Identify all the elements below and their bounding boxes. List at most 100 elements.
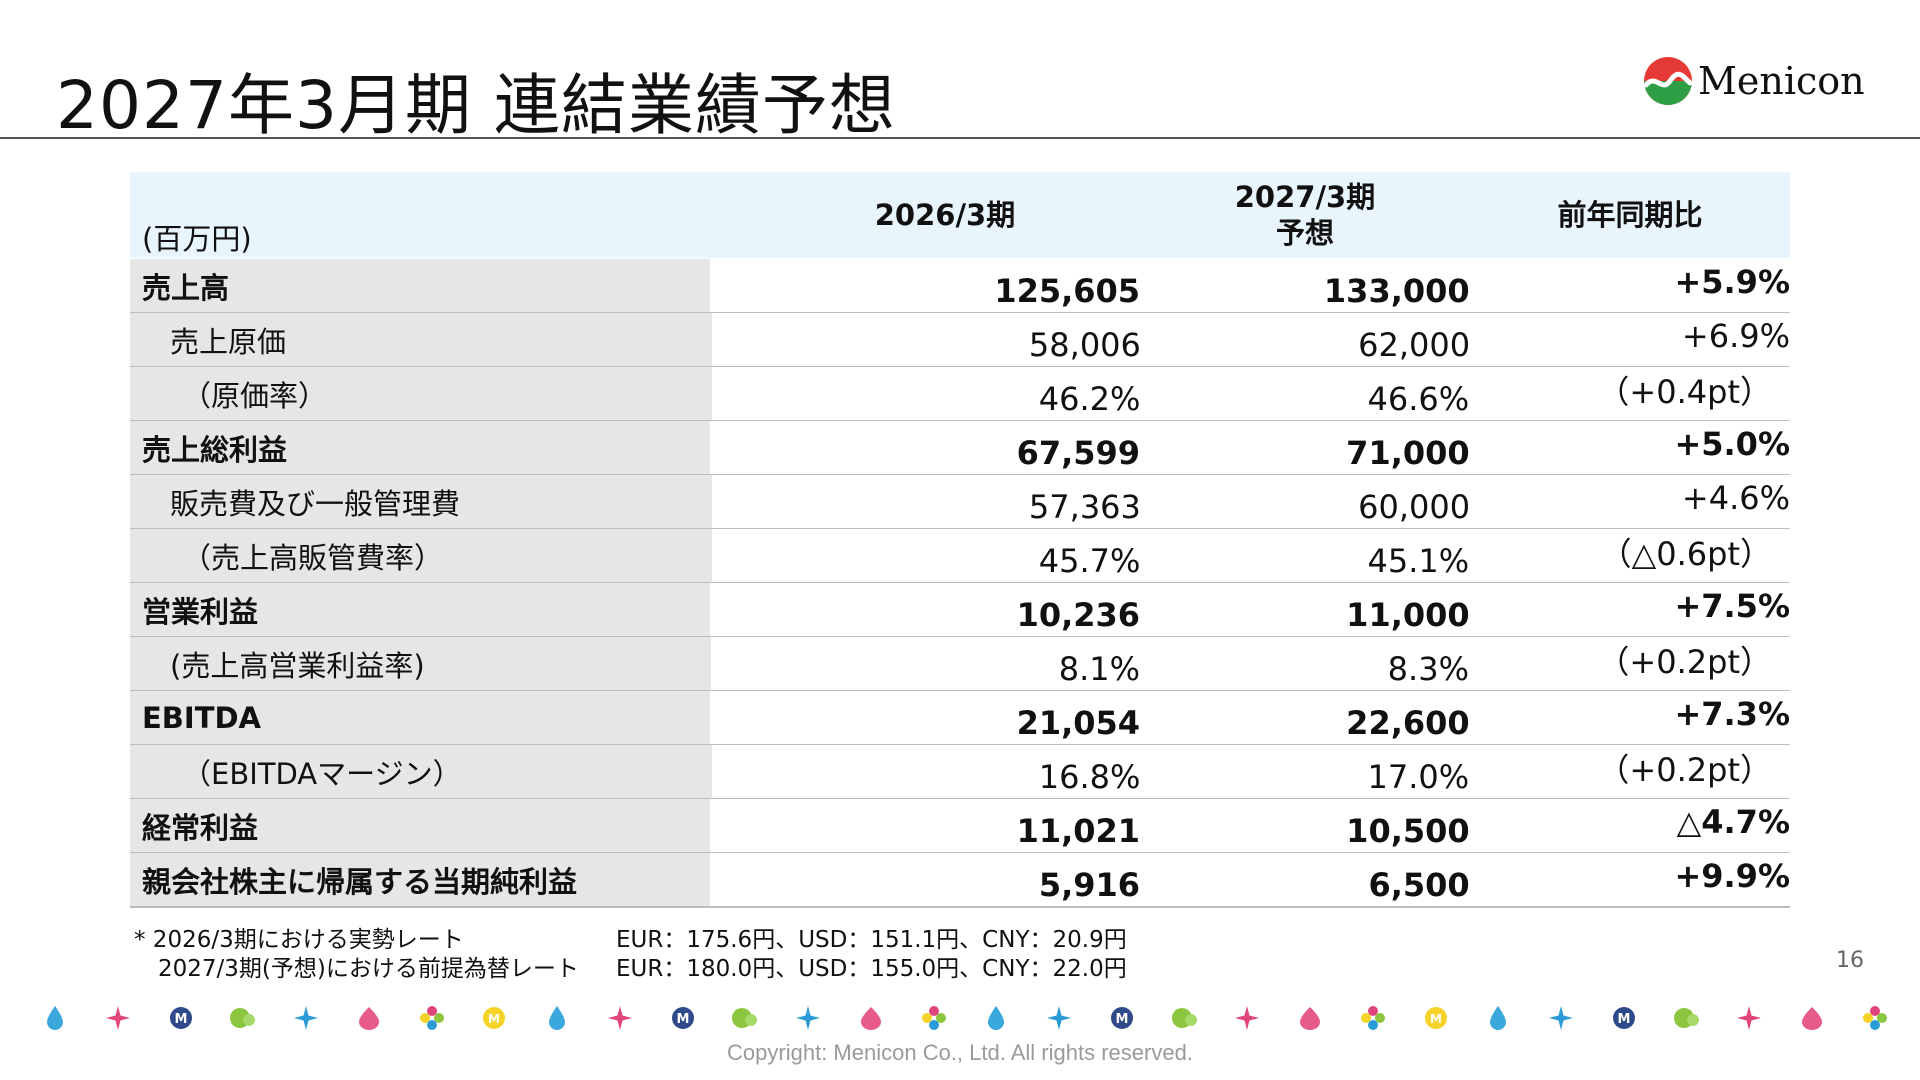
table-row: （売上高販管費率） 45.7% 45.1% （△0.6pt） (130, 529, 1790, 583)
row-label: 親会社株主に帰属する当期純利益 (130, 853, 711, 906)
leaf-icon (1170, 1003, 1200, 1033)
row-label: 売上原価 (130, 313, 712, 366)
cell-yoy: +9.9% (1674, 856, 1790, 895)
svg-text:M: M (1115, 1012, 1128, 1027)
m-badge-icon: M (1107, 1003, 1137, 1033)
cell-yoy: +5.0% (1674, 424, 1790, 463)
cell-fy2027: 45.1% (1367, 542, 1470, 580)
cell-yoy: △4.7% (1676, 802, 1790, 841)
leaf-icon (228, 1003, 258, 1033)
cell-fy2026: 10,236 (1016, 596, 1141, 634)
header-fy2027-line2: 予想 (1275, 216, 1334, 250)
sparkle-icon (605, 1003, 635, 1033)
cell-fy2026: 67,599 (1016, 434, 1141, 472)
table-row: EBITDA 21,054 22,600 +7.3% (130, 691, 1790, 745)
cell-fy2027: 22,600 (1346, 704, 1470, 742)
header-fy2026-label: 2026/3期 (874, 198, 1016, 232)
cell-fy2027: 46.6% (1367, 380, 1470, 418)
cell-fy2027: 60,000 (1358, 488, 1471, 526)
footnote-label-forecast: 2027/3期(予想)における前提為替レート (158, 956, 579, 982)
table-header: (百万円) 2026/3期 2027/3期 予想 前年同期比 (130, 172, 1790, 259)
svg-text:M: M (676, 1012, 689, 1027)
svg-text:M: M (1617, 1012, 1630, 1027)
m-coin-icon: M (479, 1003, 509, 1033)
table-row: (売上高営業利益率) 8.1% 8.3% （+0.2pt） (130, 637, 1790, 691)
cell-fy2026: 46.2% (1038, 380, 1141, 418)
flower-icon (919, 1003, 949, 1033)
cell-yoy: （+0.4pt） (1597, 372, 1772, 411)
footnote-line-forecast: 2027/3期(予想)における前提為替レート EUR：180.0円、USD：15… (134, 955, 1127, 984)
header-fy2026: 2026/3期 (750, 172, 1140, 258)
unit-label: (百万円) (142, 222, 252, 256)
sparkle-icon (793, 1003, 823, 1033)
m-badge-icon: M (668, 1003, 698, 1033)
m-badge-icon: M (1609, 1003, 1639, 1033)
table-row: 売上高 125,605 133,000 +5.9% (130, 259, 1790, 313)
row-label: EBITDA (130, 691, 711, 744)
table-row: 売上総利益 67,599 71,000 +5.0% (130, 421, 1790, 475)
cell-fy2026: 125,605 (994, 272, 1141, 310)
header-yoy-label: 前年同期比 (1557, 198, 1703, 232)
footnote-rates-forecast: EUR：180.0円、USD：155.0円、CNY：22.0円 (616, 956, 1127, 982)
petal-icon (1295, 1003, 1325, 1033)
table-row: 販売費及び一般管理費 57,363 60,000 +4.6% (130, 475, 1790, 529)
sparkle-icon (291, 1003, 321, 1033)
page-number: 16 (1836, 948, 1864, 973)
cell-fy2026: 11,021 (1016, 812, 1141, 850)
flower-icon (417, 1003, 447, 1033)
title-divider (0, 137, 1920, 139)
table-row: 親会社株主に帰属する当期純利益 5,916 6,500 +9.9% (130, 853, 1790, 908)
cell-fy2027: 62,000 (1358, 326, 1471, 364)
petal-icon (856, 1003, 886, 1033)
sparkle-icon (1734, 1003, 1764, 1033)
cell-yoy: +5.9% (1674, 262, 1790, 301)
cell-fy2026: 45.7% (1038, 542, 1141, 580)
cell-fy2026: 5,916 (1038, 866, 1141, 904)
row-label: （EBITDAマージン） (130, 745, 712, 798)
table-row: 経常利益 11,021 10,500 △4.7% (130, 799, 1790, 853)
copyright: Copyright: Menicon Co., Ltd. All rights … (727, 1040, 1193, 1065)
menicon-logo-icon (1643, 57, 1693, 105)
page-title: 2027年3月期 連結業績予想 (56, 67, 896, 144)
menicon-logo: Menicon (1598, 40, 1880, 122)
cell-fy2026: 21,054 (1016, 704, 1141, 742)
cell-yoy: （△0.6pt） (1599, 534, 1772, 573)
cell-fy2027: 8.3% (1387, 650, 1469, 688)
row-label: 売上総利益 (130, 421, 711, 474)
cell-yoy: （+0.2pt） (1597, 750, 1772, 789)
sparkle-icon (1546, 1003, 1576, 1033)
m-coin-icon: M (1421, 1003, 1451, 1033)
row-label: 販売費及び一般管理費 (130, 475, 712, 528)
flower-icon (1860, 1003, 1890, 1033)
table-row: 営業利益 10,236 11,000 +7.5% (130, 583, 1790, 637)
footnote-rates-actual: EUR：175.6円、USD：151.1円、CNY：20.9円 (616, 927, 1127, 953)
footnote-line-actual: * 2026/3期における実勢レート EUR：175.6円、USD：151.1円… (134, 926, 1127, 955)
leaf-icon (1672, 1003, 1702, 1033)
flower-icon (1358, 1003, 1388, 1033)
sparkle-icon (1232, 1003, 1262, 1033)
drop-icon (981, 1003, 1011, 1033)
forecast-table: (百万円) 2026/3期 2027/3期 予想 前年同期比 売上高 125,6… (130, 172, 1790, 908)
header-yoy: 前年同期比 (1470, 172, 1790, 258)
svg-text:M: M (1430, 1012, 1442, 1026)
cell-yoy: +4.6% (1681, 478, 1790, 517)
petal-icon (354, 1003, 384, 1033)
row-label: 経常利益 (130, 799, 711, 852)
sparkle-icon (103, 1003, 133, 1033)
svg-text:M: M (488, 1012, 500, 1026)
row-label: （原価率） (130, 367, 712, 420)
cell-fy2027: 17.0% (1367, 758, 1470, 796)
drop-icon (40, 1003, 70, 1033)
m-badge-icon: M (166, 1003, 196, 1033)
cell-fy2026: 57,363 (1028, 488, 1141, 526)
row-label: （売上高販管費率） (130, 529, 712, 582)
cell-fy2026: 8.1% (1058, 650, 1141, 688)
header-fy2027-line1: 2027/3期 (1234, 180, 1376, 214)
cell-fy2027: 11,000 (1346, 596, 1470, 634)
cell-fy2027: 6,500 (1368, 866, 1470, 904)
drop-icon (1483, 1003, 1513, 1033)
cell-fy2027: 133,000 (1323, 272, 1470, 310)
cell-yoy: +7.3% (1674, 694, 1790, 733)
cell-fy2027: 71,000 (1346, 434, 1470, 472)
